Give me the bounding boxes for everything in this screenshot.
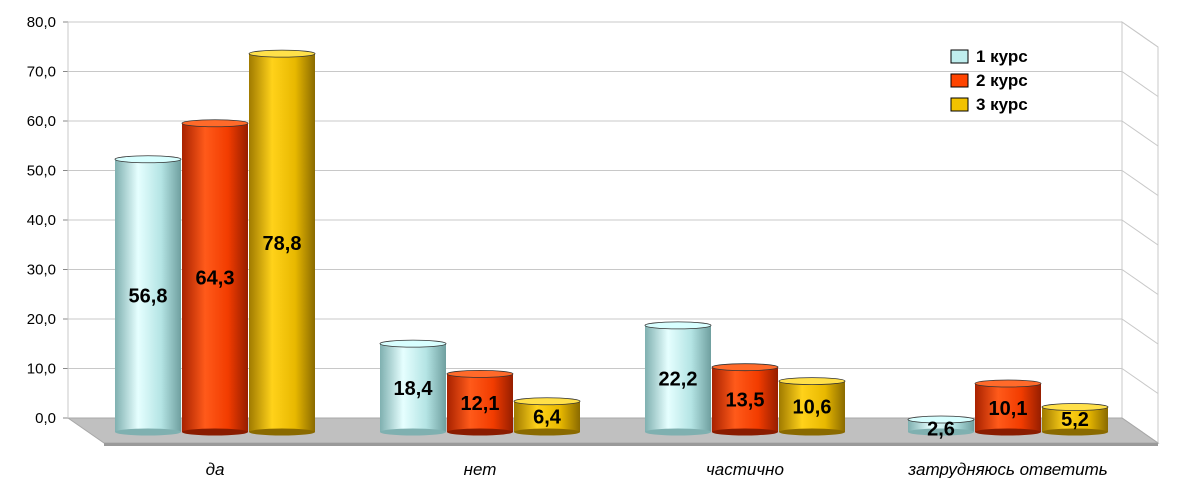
bar <box>447 373 513 432</box>
category-labels: да нет частично затрудняюсь ответить <box>206 460 1108 478</box>
legend-swatch <box>950 49 969 64</box>
y-axis: 0,0 10,0 20,0 30,0 40,0 50,0 60,0 70,0 80,0 <box>27 14 69 427</box>
data-label: 10,6 <box>793 397 832 419</box>
bar-top <box>248 49 316 58</box>
bar <box>380 343 446 432</box>
bar-base <box>975 428 1041 436</box>
gridline-side <box>1121 368 1159 394</box>
bar <box>115 159 181 433</box>
bar-base <box>779 428 845 436</box>
bar-top <box>1041 403 1109 411</box>
floor-edge <box>104 443 1158 446</box>
data-label: 64,3 <box>196 268 235 290</box>
bar <box>975 383 1041 432</box>
y-tick-label: 60,0 <box>27 113 56 130</box>
bar-top <box>379 339 447 348</box>
bar-base <box>182 428 248 436</box>
bar-top <box>907 415 975 424</box>
y-tick-label: 80,0 <box>27 14 56 31</box>
bar-base <box>447 428 513 436</box>
data-label: 5,2 <box>1061 409 1089 431</box>
bar <box>249 53 315 433</box>
data-label: 10,1 <box>989 398 1028 420</box>
gridline-side <box>1121 170 1159 196</box>
bar-base <box>1042 428 1108 436</box>
bar-top <box>974 379 1042 388</box>
legend-label: 3 курс <box>976 95 1028 114</box>
y-tick-label: 10,0 <box>27 361 56 378</box>
bar-top <box>114 155 182 164</box>
legend-label: 1 курс <box>976 47 1028 66</box>
gridline-side <box>1121 120 1159 147</box>
category-label: да <box>206 460 225 478</box>
data-label: 2,6 <box>927 419 955 441</box>
gridline-side <box>1121 21 1159 48</box>
data-label: 13,5 <box>726 390 765 412</box>
bar-top <box>181 119 249 128</box>
category-label: нет <box>464 460 497 478</box>
bar-base <box>249 428 315 436</box>
bar <box>1042 407 1108 432</box>
bar <box>712 367 778 432</box>
bar-base <box>380 428 446 436</box>
bars: 56,8 64,3 78,8 18,4 12,1 6,4 22,2 13,5 10,6 2,6 10… <box>114 49 1109 441</box>
data-label: 6,4 <box>533 407 562 429</box>
y-tick-label: 70,0 <box>27 64 56 81</box>
data-label: 12,1 <box>461 393 500 415</box>
bar <box>182 123 248 432</box>
bar-top <box>711 363 779 372</box>
bar-top <box>778 377 846 386</box>
legend-swatch <box>950 97 969 112</box>
data-label: 78,8 <box>263 233 302 255</box>
bar-base <box>712 428 778 436</box>
gridline-side <box>1121 71 1159 97</box>
bar-base <box>514 428 580 436</box>
bar-top <box>446 370 514 378</box>
y-tick-label: 40,0 <box>27 212 56 229</box>
category-label: затрудняюсь ответить <box>907 460 1107 478</box>
bar-top <box>513 397 581 406</box>
y-tick-label: 50,0 <box>27 163 56 180</box>
gridline-side <box>1121 219 1159 246</box>
y-tick-label: 0,0 <box>35 410 56 427</box>
gridline-side <box>1121 318 1159 345</box>
bar-base <box>645 428 711 436</box>
category-label: частично <box>706 460 784 478</box>
bar <box>645 325 711 432</box>
bar-base <box>908 428 974 436</box>
y-tick-label: 30,0 <box>27 262 56 279</box>
legend-swatch <box>950 73 969 88</box>
legend-label: 2 курс <box>976 71 1028 90</box>
gridline-side <box>1121 269 1159 295</box>
bar <box>779 381 845 432</box>
bar-top <box>644 321 712 330</box>
bar-base <box>115 428 181 436</box>
data-label: 56,8 <box>129 286 168 308</box>
chart-floor <box>66 417 1160 446</box>
y-tick-label: 20,0 <box>27 311 56 328</box>
data-label: 22,2 <box>659 369 698 391</box>
data-label: 18,4 <box>394 378 434 400</box>
legend: 1 курс 2 курс 3 курс <box>950 47 1028 114</box>
bar <box>514 401 580 432</box>
